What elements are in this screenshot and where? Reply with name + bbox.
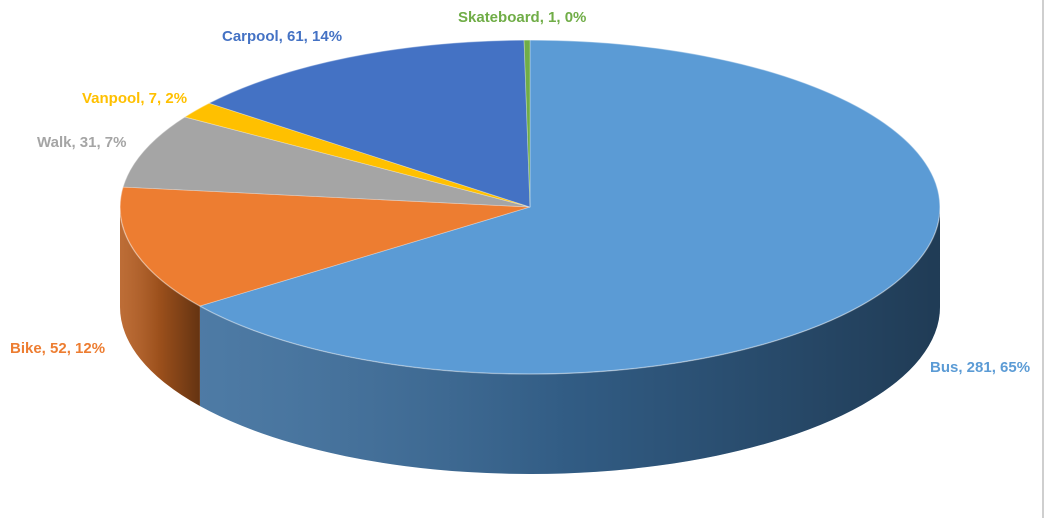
- data-label-skateboard: Skateboard, 1, 0%: [458, 9, 586, 26]
- data-label-bus: Bus, 281, 65%: [930, 359, 1030, 376]
- pie-slice-skateboard: [523, 39, 531, 208]
- pie-slice-bus: [198, 39, 941, 375]
- pie-slice-bike: [119, 186, 531, 307]
- pie-side-layer: [120, 207, 940, 475]
- chart-border: [1042, 0, 1044, 518]
- pie-label-layer: Bus, 281, 65% Bike, 52, 12% Walk, 31, 7% Va…: [10, 9, 1030, 376]
- data-label-carpool: Carpool, 61, 14%: [222, 28, 342, 45]
- data-label-vanpool: Vanpool, 7, 2%: [82, 90, 187, 107]
- pie-side-shade-bike: [120, 207, 200, 407]
- pie-side-shade-bus: [199, 207, 940, 475]
- data-label-bike: Bike, 52, 12%: [10, 340, 105, 357]
- pie-rim-highlight: [119, 39, 941, 375]
- pie-slice-vanpool: [183, 102, 531, 208]
- pie-slice-carpool: [207, 39, 531, 208]
- pie-top-layer: [119, 39, 941, 375]
- data-label-walk: Walk, 31, 7%: [37, 134, 127, 151]
- pie-slice-walk: [122, 116, 531, 208]
